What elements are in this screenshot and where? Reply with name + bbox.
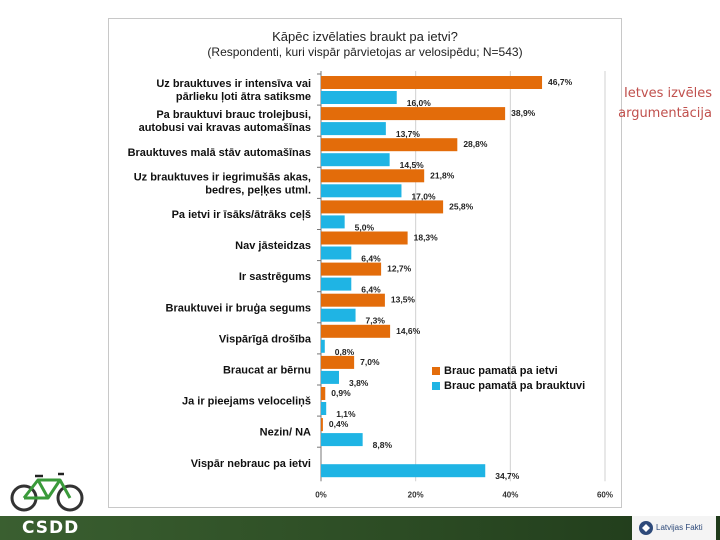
- data-label: 21,8%: [430, 170, 455, 180]
- x-tick-label: 40%: [502, 490, 518, 499]
- bar-ietve: [321, 293, 385, 307]
- bar-brauktuve: [321, 370, 339, 384]
- chart-title: Kāpēc izvēlaties braukt pa ietvi?: [272, 29, 458, 44]
- x-tick-label: 20%: [408, 490, 424, 499]
- category-label: Nav jāsteidzas: [235, 240, 311, 252]
- latvijas-fakti-logo: Latvijas Fakti: [632, 516, 716, 540]
- csdd-logo: CSDD: [22, 518, 80, 538]
- bar-brauktuve: [321, 402, 327, 415]
- bar-brauktuve: [321, 308, 356, 322]
- legend-swatch: [432, 367, 440, 375]
- category-label: pārlieku ļoti ātra satiksme: [176, 91, 311, 103]
- data-label: 17,0%: [411, 191, 436, 201]
- legend-label: Brauc pamatā pa ietvi: [444, 365, 558, 377]
- data-label: 0,9%: [331, 388, 351, 398]
- data-label: 8,8%: [373, 440, 393, 450]
- category-label: bedres, peļķes utml.: [205, 184, 311, 196]
- data-label: 14,6%: [396, 326, 421, 336]
- bar-ietve: [321, 355, 355, 369]
- bar-ietve: [321, 387, 326, 400]
- x-tick-label: 60%: [597, 490, 613, 499]
- bar-ietve: [321, 418, 323, 432]
- data-label: 12,7%: [387, 264, 412, 274]
- data-label: 34,7%: [495, 471, 520, 481]
- data-label: 13,7%: [396, 129, 421, 139]
- legend-label: Brauc pamatā pa brauktuvi: [444, 380, 585, 392]
- side-title-line1: Ietves izvēles: [623, 86, 712, 101]
- bar-brauktuve: [321, 153, 390, 167]
- data-label: 6,4%: [361, 285, 381, 295]
- bar-ietve: [321, 231, 408, 245]
- data-label: 5,0%: [355, 222, 375, 232]
- data-label: 38,9%: [511, 108, 536, 118]
- legend-swatch: [432, 382, 440, 390]
- data-label: 7,3%: [366, 316, 386, 326]
- category-label: Uz brauktuves ir intensīva vai: [156, 78, 311, 90]
- data-label: 0,8%: [335, 347, 355, 357]
- category-label: Ir sastrēgums: [239, 271, 311, 283]
- bar-ietve: [321, 169, 425, 183]
- data-label: 14,5%: [400, 160, 425, 170]
- bar-chart: Kāpēc izvēlaties braukt pa ietvi?(Respon…: [128, 29, 613, 499]
- category-label: Braucat ar bērnu: [223, 364, 311, 376]
- data-label: 3,8%: [349, 378, 369, 388]
- bar-brauktuve: [321, 215, 345, 229]
- bar-brauktuve: [321, 277, 352, 291]
- data-label: 25,8%: [449, 201, 474, 211]
- category-label: Nezin/ NA: [260, 427, 311, 439]
- data-label: 6,4%: [361, 254, 381, 264]
- bar-ietve: [321, 200, 444, 214]
- data-label: 46,7%: [548, 77, 573, 87]
- category-label: Pa ietvi ir īsāks/ātrāks ceļš: [172, 209, 311, 221]
- category-label: Vispārīgā drošība: [219, 333, 312, 345]
- bar-brauktuve: [321, 91, 397, 104]
- bar-brauktuve: [321, 464, 486, 478]
- category-label: autobusi vai kravas automašīnas: [139, 122, 311, 134]
- category-label: Pa brauktuvi brauc trolejbusi,: [156, 109, 311, 121]
- bar-brauktuve: [321, 246, 352, 260]
- data-label: 28,8%: [463, 139, 488, 149]
- data-label: 7,0%: [360, 357, 380, 367]
- bar-brauktuve: [321, 339, 325, 353]
- category-label: Brauktuvei ir bruģa segums: [166, 301, 312, 314]
- category-label: Brauktuves malā stāv automašīnas: [128, 147, 311, 159]
- bar-ietve: [321, 138, 458, 152]
- category-label: Uz brauktuves ir iegrimušās akas,: [134, 171, 311, 183]
- category-label: Vispār nebrauc pa ietvi: [191, 458, 311, 470]
- data-label: 16,0%: [407, 98, 432, 108]
- bar-brauktuve: [321, 184, 402, 198]
- bicycle-icon: [10, 472, 84, 512]
- data-label: 1,1%: [336, 409, 356, 419]
- side-title: Ietves izvēles argumentācija: [604, 84, 712, 124]
- latvijas-fakti-mark-icon: [639, 521, 653, 535]
- data-label: 0,4%: [329, 419, 349, 429]
- chart-subtitle: (Respondenti, kuri vispār pārvietojas ar…: [207, 45, 522, 59]
- bar-ietve: [321, 324, 391, 338]
- bar-brauktuve: [321, 433, 363, 447]
- chart-frame: Kāpēc izvēlaties braukt pa ietvi? (Respon…: [108, 18, 622, 508]
- category-label: Ja ir pieejams veloceliņš: [182, 396, 311, 408]
- footer-bar: [0, 516, 720, 540]
- latvijas-fakti-text: Latvijas Fakti: [656, 523, 703, 532]
- data-label: 18,3%: [414, 233, 439, 243]
- x-tick-label: 0%: [315, 490, 327, 499]
- data-label: 13,5%: [391, 295, 416, 305]
- side-title-line2: argumentācija: [618, 106, 712, 121]
- bar-ietve: [321, 107, 506, 121]
- bar-brauktuve: [321, 122, 386, 136]
- bar-ietve: [321, 262, 382, 276]
- bar-ietve: [321, 76, 543, 89]
